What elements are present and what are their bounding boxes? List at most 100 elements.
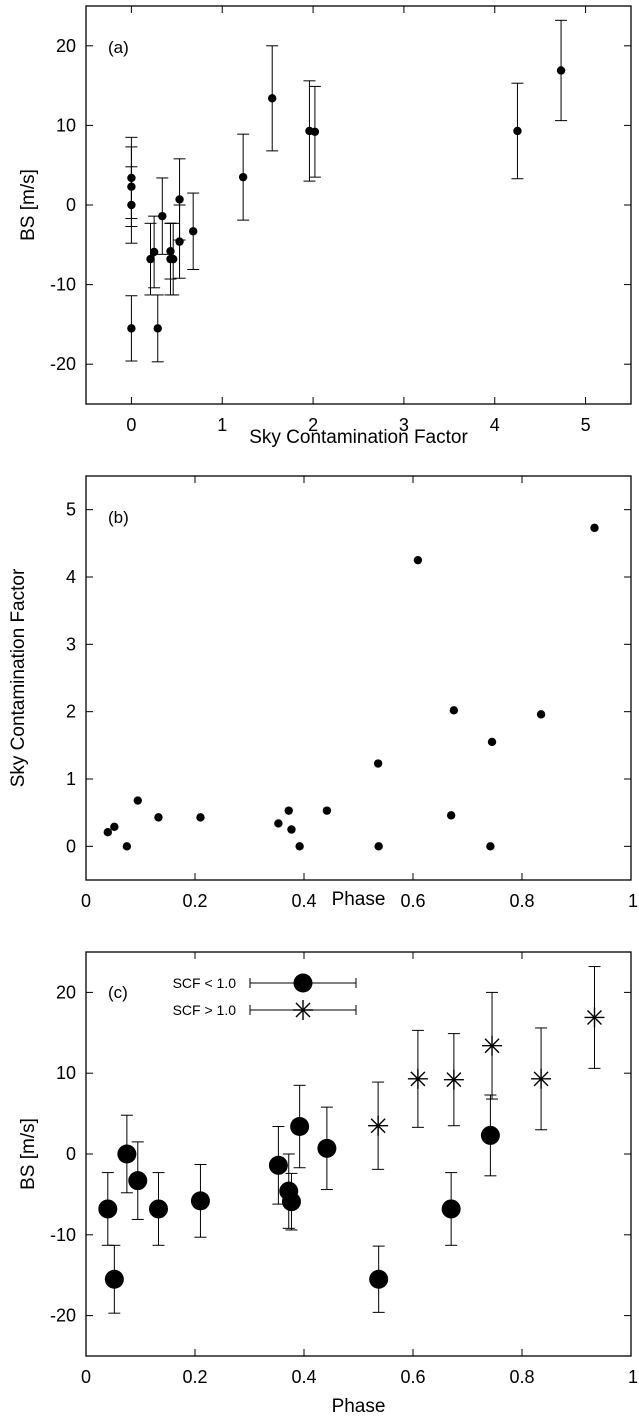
chart-2-point (449, 706, 459, 715)
asterisk-stroke (484, 1038, 500, 1054)
chart-1-point (556, 66, 566, 75)
chart-2-point (133, 796, 142, 805)
chart-1-x-tick-label: 3 (399, 415, 409, 435)
chart-1-x-tick-label: 0 (126, 415, 136, 435)
chart-2-point (103, 827, 113, 837)
chart-2-point (536, 710, 546, 719)
chart-1-point (175, 195, 184, 204)
chart-1-point (169, 254, 178, 264)
chart-1-point (188, 227, 198, 236)
chart-2-point (274, 819, 283, 828)
chart-2-point (122, 842, 132, 851)
chart-2-point (590, 523, 599, 533)
chart-3-point (98, 1199, 118, 1219)
chart-2-point (110, 822, 119, 832)
chart-1-point (153, 324, 162, 333)
chart-1-point (513, 126, 522, 136)
chart-2-point (284, 806, 293, 815)
chart-2-point (413, 555, 423, 565)
chart-1-y-tick-label: 20 (56, 36, 76, 56)
chart-1-plot-frame (85, 5, 632, 405)
chart-2-point (486, 842, 495, 851)
chart-3-point (317, 1138, 337, 1158)
chart-3-y-tick-label: -20 (50, 1306, 76, 1326)
chart-1-y-tick-label: -20 (50, 354, 76, 374)
chart-1-x-tick-label: 4 (490, 415, 500, 435)
chart-2-y-tick-label: 3 (66, 634, 76, 654)
chart-3-legend-marker (293, 973, 313, 993)
chart-3-point (117, 1144, 137, 1164)
chart-3-point (482, 1035, 503, 1056)
chart-3-y-tick-label: 0 (66, 1144, 76, 1164)
chart-3-legend-label: SCF > 1.0 (173, 1002, 237, 1018)
chart-3-x-axis-label: Phase (332, 1396, 386, 1417)
chart-2-y-axis-label: Sky Contamination Factor (8, 568, 29, 787)
chart-3-legend-marker (293, 1000, 313, 1020)
chart-2-x-tick-label: 0.4 (291, 891, 316, 911)
chart-1-point (238, 172, 248, 182)
chart-3-x-tick-label: 0.4 (291, 1367, 316, 1387)
chart-3-y-axis-label: BS [m/s] (18, 1118, 39, 1190)
chart-3-point (148, 1199, 168, 1219)
chart-3-x-tick-label: 0.6 (400, 1367, 425, 1387)
chart-1-point (158, 211, 167, 221)
chart-2-y-tick-label: 4 (66, 567, 76, 587)
chart-2-x-tick-label: 1 (628, 891, 638, 911)
chart-2-point (322, 806, 332, 815)
chart-3-point (443, 1069, 464, 1090)
chart-1-x-axis-label: Sky Contamination Factor (249, 427, 468, 448)
chart-3-point (281, 1192, 301, 1212)
chart-1-x-tick-label: 1 (217, 415, 227, 435)
chart-2-y-tick-label: 2 (66, 702, 76, 722)
chart-1-point (127, 324, 136, 333)
chart-3-point (290, 1117, 310, 1137)
chart-3-x-tick-label: 0.8 (509, 1367, 534, 1387)
asterisk-stroke (533, 1071, 549, 1087)
chart-2-x-tick-label: 0.8 (509, 891, 534, 911)
chart-1-panel-label: (a) (108, 38, 129, 57)
chart-1-y-tick-label: 10 (56, 115, 76, 135)
chart-2-x-tick-label: 0.2 (182, 891, 207, 911)
chart-1-x-tick-label: 5 (581, 415, 591, 435)
chart-1-point (310, 127, 320, 136)
chart-2-point (374, 842, 383, 851)
asterisk-stroke (370, 1118, 386, 1134)
chart-3-y-tick-label: 10 (56, 1063, 76, 1083)
chart-1-point (149, 247, 159, 257)
asterisk-stroke (295, 1002, 311, 1018)
chart-2-y-tick-label: 0 (66, 836, 76, 856)
chart-2-x-axis-label: Phase (332, 889, 386, 910)
chart-3-point (128, 1171, 148, 1191)
chart-3-point (368, 1115, 389, 1136)
chart-1-point (268, 94, 277, 103)
asterisk-stroke (586, 1009, 602, 1025)
chart-1-y-axis-label: BS [m/s] (18, 169, 39, 241)
chart-3-plot-frame (85, 951, 632, 1357)
chart-2-point (373, 759, 383, 768)
chart-2-point (487, 737, 497, 747)
chart-1-point (146, 254, 155, 264)
chart-3-point (407, 1068, 428, 1089)
chart-3-point (268, 1155, 288, 1175)
chart-3-point (441, 1199, 461, 1219)
chart-3-point (104, 1269, 124, 1289)
chart-2-point (154, 813, 163, 822)
chart-2-point (287, 825, 296, 834)
chart-3-x-tick-label: 0.2 (182, 1367, 207, 1387)
chart-3-legend-label: SCF < 1.0 (173, 975, 237, 991)
chart-2-plot-frame (85, 475, 632, 881)
chart-3-point (190, 1191, 210, 1211)
chart-3-point (369, 1269, 389, 1289)
chart-2-point (196, 813, 205, 822)
chart-2-x-tick-label: 0.6 (400, 891, 425, 911)
chart-2-x-tick-label: 0 (81, 891, 91, 911)
chart-1-point (127, 200, 136, 210)
asterisk-stroke (446, 1072, 462, 1088)
chart-3-y-tick-label: -10 (50, 1225, 76, 1245)
chart-3-y-tick-label: 20 (56, 982, 76, 1002)
asterisk-stroke (410, 1071, 426, 1087)
chart-2-point (295, 842, 304, 851)
chart-3-point (531, 1068, 552, 1089)
chart-3-panel-label: (c) (108, 983, 128, 1002)
